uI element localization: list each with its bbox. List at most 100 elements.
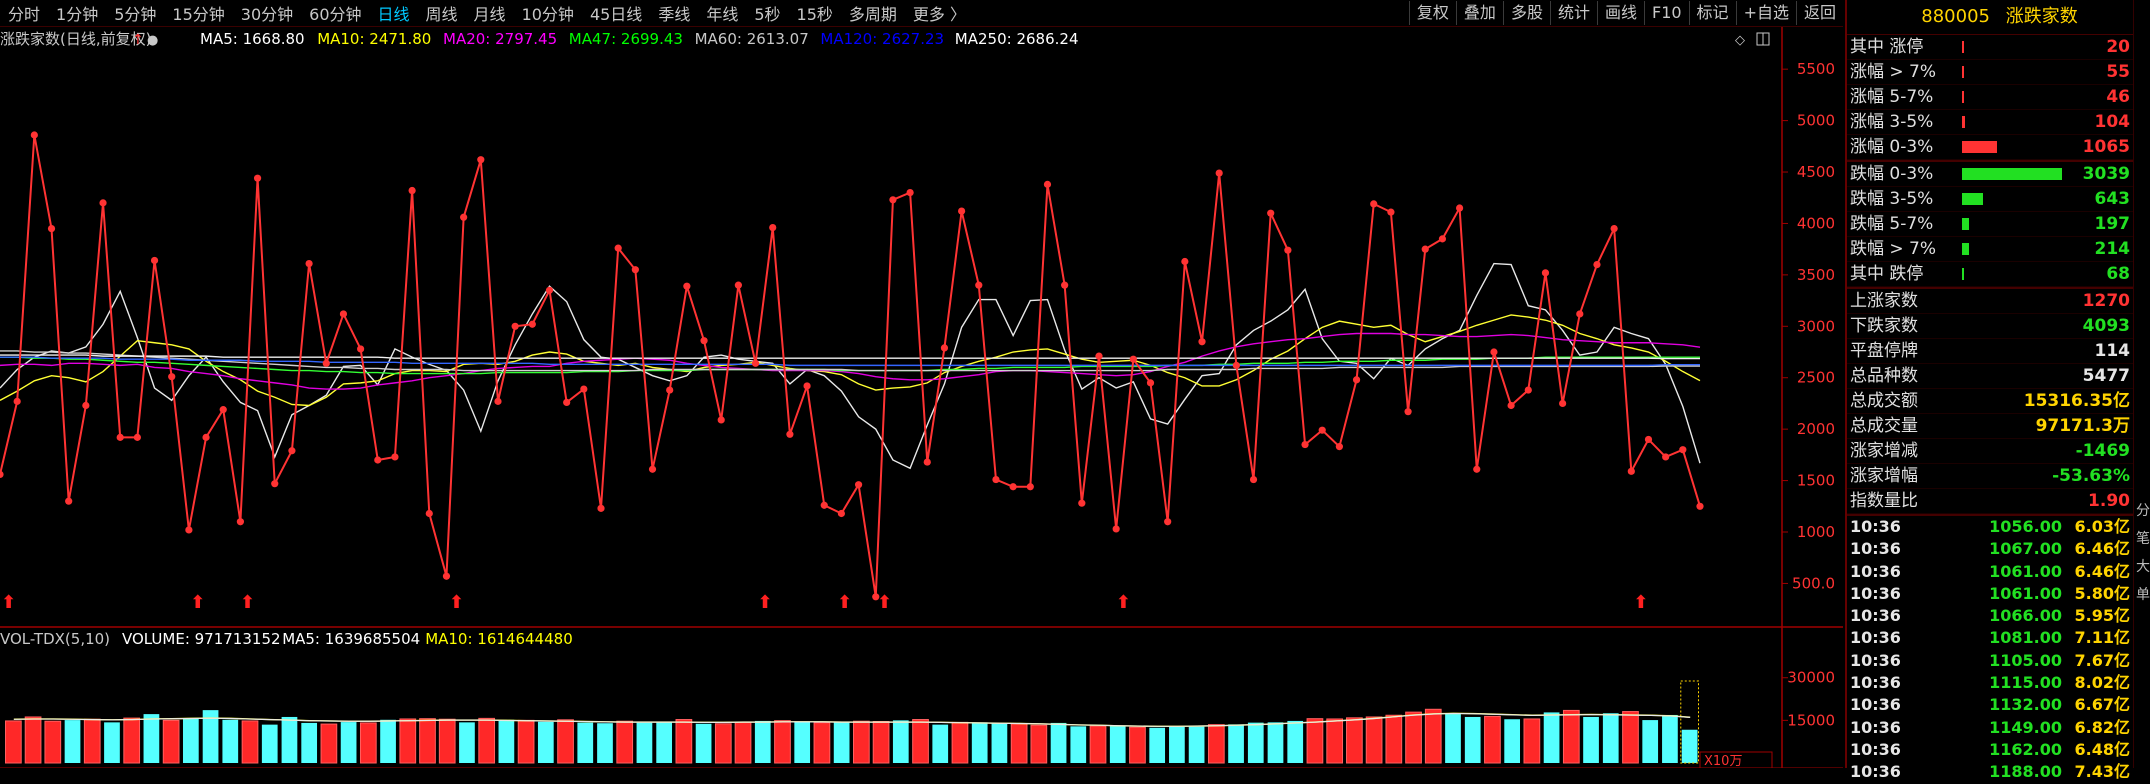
data-point[interactable] (99, 199, 107, 207)
volume-bar[interactable] (1642, 720, 1659, 763)
period-tab[interactable]: 周线 (425, 5, 458, 24)
data-point[interactable] (82, 401, 90, 410)
volume-bar[interactable] (1169, 726, 1185, 763)
data-point[interactable] (1662, 453, 1670, 461)
period-tab[interactable]: 5分钟 (114, 5, 157, 24)
data-point[interactable] (1284, 246, 1292, 254)
period-tab[interactable]: 5秒 (754, 5, 781, 24)
data-point[interactable] (150, 256, 159, 265)
data-point[interactable] (631, 266, 639, 274)
data-point[interactable] (305, 259, 313, 268)
data-point[interactable] (1181, 257, 1189, 266)
data-point[interactable] (219, 406, 227, 414)
volume-bar[interactable] (695, 723, 712, 763)
tool-button[interactable]: 标记 (1688, 1, 1736, 25)
data-point[interactable] (889, 196, 897, 204)
data-point[interactable] (923, 458, 931, 466)
volume-bar[interactable] (932, 724, 949, 763)
data-point[interactable] (1095, 352, 1103, 360)
data-point[interactable] (442, 572, 451, 580)
data-point[interactable] (1421, 245, 1429, 253)
period-tab[interactable]: 日线 (377, 5, 410, 24)
data-point[interactable] (1559, 399, 1567, 408)
period-tab[interactable]: 1分钟 (56, 5, 99, 24)
period-tab[interactable]: 季线 (658, 5, 691, 24)
volume-bar[interactable] (44, 720, 62, 764)
tick-row[interactable]: 10:36 1132.00 6.67亿 (1847, 694, 2150, 716)
tick-list[interactable]: 10:36 1056.00 6.03亿 10:36 1067.00 6.46亿 10:36 1… (1847, 516, 2150, 784)
volume-bar[interactable] (912, 719, 929, 764)
volume-bar[interactable] (1188, 726, 1205, 763)
data-point[interactable] (786, 430, 794, 438)
volume-bar[interactable] (1050, 722, 1067, 763)
period-tab[interactable]: 15秒 (796, 5, 833, 24)
volume-bar[interactable] (1523, 718, 1541, 764)
data-point[interactable] (339, 310, 348, 318)
volume-bar[interactable] (1484, 715, 1501, 764)
volume-bar[interactable] (478, 717, 496, 764)
volume-bar[interactable] (1424, 708, 1442, 764)
data-point[interactable] (253, 174, 262, 182)
volume-bar[interactable] (1326, 718, 1344, 764)
data-point[interactable] (700, 337, 708, 345)
volume-bar[interactable] (577, 722, 594, 763)
volume-bar[interactable] (537, 721, 554, 763)
volume-bar[interactable] (162, 719, 180, 764)
volume-bar[interactable] (1464, 716, 1481, 763)
data-point[interactable] (288, 447, 296, 455)
volume-bar[interactable] (380, 719, 396, 763)
volume-bar[interactable] (1070, 726, 1087, 763)
volume-bar[interactable] (1662, 714, 1678, 763)
volume-bar[interactable] (1405, 711, 1422, 764)
volume-bar[interactable] (498, 719, 515, 763)
volume-bar[interactable] (143, 714, 160, 763)
data-point[interactable] (906, 188, 914, 197)
data-point[interactable] (992, 475, 1000, 484)
volume-bar[interactable] (991, 723, 1008, 763)
data-point[interactable] (1473, 465, 1481, 473)
volume-bar[interactable] (222, 719, 239, 763)
tick-row[interactable]: 10:36 1115.00 8.02亿 (1847, 672, 2150, 694)
data-point[interactable] (1112, 525, 1120, 533)
data-point[interactable] (425, 509, 433, 518)
data-point[interactable] (1610, 224, 1618, 233)
volume-bar[interactable] (734, 721, 752, 764)
volume-bar[interactable] (754, 720, 771, 763)
period-tab[interactable]: 多周期 (848, 5, 897, 24)
volume-bar[interactable] (1228, 724, 1244, 763)
data-point[interactable] (872, 593, 880, 601)
volume-bar[interactable] (399, 718, 417, 764)
data-point[interactable] (580, 385, 588, 393)
volume-bar[interactable] (182, 718, 199, 763)
data-point[interactable] (820, 501, 828, 509)
data-point[interactable] (1164, 518, 1172, 526)
tool-button[interactable]: +自选 (1735, 1, 1796, 25)
tick-row[interactable]: 10:36 1067.00 6.46亿 (1847, 538, 2150, 560)
period-tab[interactable]: 15分钟 (172, 5, 225, 24)
volume-bar[interactable] (853, 720, 870, 764)
tool-button[interactable]: F10 (1643, 1, 1689, 25)
volume-bar[interactable] (714, 723, 732, 764)
data-point[interactable] (1507, 401, 1515, 410)
data-point[interactable] (477, 156, 485, 164)
volume-bar[interactable] (872, 721, 890, 764)
side-tab-char[interactable]: 笔 (2136, 531, 2150, 547)
volume-bar[interactable] (774, 720, 791, 764)
data-point[interactable] (1438, 235, 1447, 243)
tick-row[interactable]: 10:36 1066.00 5.95亿 (1847, 605, 2150, 627)
data-point[interactable] (1198, 338, 1206, 346)
tool-button[interactable]: 返回 (1795, 1, 1843, 25)
volume-bar[interactable] (1365, 716, 1383, 764)
data-point[interactable] (374, 456, 382, 464)
data-point[interactable] (0, 470, 4, 479)
data-point[interactable] (837, 509, 846, 518)
data-point[interactable] (1043, 180, 1052, 188)
data-point[interactable] (769, 223, 777, 232)
volume-bar[interactable] (1543, 712, 1560, 763)
data-point[interactable] (1644, 435, 1653, 444)
data-point[interactable] (958, 207, 966, 215)
volume-bar[interactable] (656, 722, 673, 763)
tick-row[interactable]: 10:36 1105.00 7.67亿 (1847, 650, 2150, 672)
volume-bar[interactable] (83, 718, 101, 764)
volume-bar[interactable] (1129, 726, 1146, 764)
